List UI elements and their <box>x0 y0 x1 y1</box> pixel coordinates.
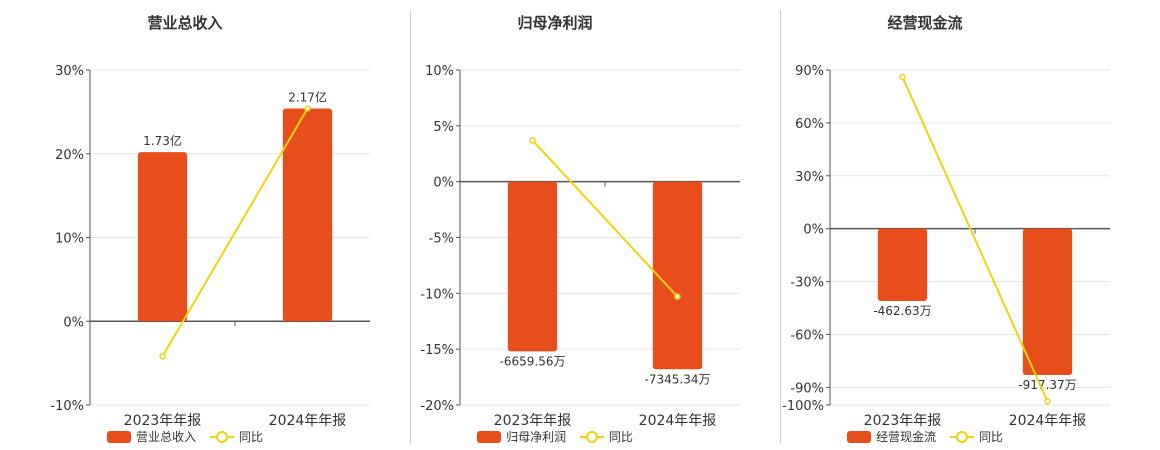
yoy-point <box>1044 398 1051 405</box>
x-tick-label: 2024年年报 <box>1009 413 1087 429</box>
legend-line-swatch <box>209 430 234 443</box>
bar <box>137 152 188 322</box>
legend-item-line[interactable]: 同比 <box>949 428 1003 445</box>
bar <box>652 181 703 370</box>
legend-bar-label: 经营现金流 <box>876 430 937 444</box>
x-tick-label: 2023年年报 <box>864 413 942 429</box>
bar-data-label: -6659.56万 <box>500 354 566 368</box>
chart-panel-revenue: 营业总收入 -10% 0% 10% 20% 30% 1.73亿 2.17亿 2023年年报 20… <box>0 0 370 450</box>
chart-title: 经营现金流 <box>887 14 963 32</box>
legend-item-line[interactable]: 同比 <box>209 428 263 445</box>
y-tick-label: -90% <box>790 381 824 396</box>
yoy-line <box>161 108 309 357</box>
y-tick-label: -5% <box>429 232 454 247</box>
y-tick-label: 30% <box>795 170 824 185</box>
y-tick-label: 30% <box>55 64 84 79</box>
chart-legend: 归母净利润 同比 <box>370 428 740 445</box>
bar <box>877 228 928 301</box>
chart-svg-net-profit: -20% -15% -10% -5% 0% 5% 10% -6659.56万 -7345.34万… <box>420 64 740 429</box>
y-tick-label: 0% <box>803 223 824 238</box>
legend-item-bar[interactable]: 经营现金流 <box>847 428 936 445</box>
legend-bar-label: 营业总收入 <box>136 430 197 444</box>
panel-divider <box>410 10 411 444</box>
y-tick-label: 10% <box>425 64 454 79</box>
bar-data-label: -917.37万 <box>1018 378 1076 392</box>
chart-panel-net-profit: 归母净利润 -20% -15% -10% -5% 0% 5% 10% -6659.56万 -73… <box>370 0 740 450</box>
bar <box>282 108 333 322</box>
legend-line-swatch <box>579 430 604 443</box>
legend-item-line[interactable]: 同比 <box>579 428 633 445</box>
chart-title: 归母净利润 <box>517 14 593 32</box>
bar-data-label: -462.63万 <box>873 304 931 318</box>
bar <box>507 181 558 352</box>
y-tick-label: 10% <box>55 232 84 247</box>
bar-data-label: -7345.34万 <box>645 372 711 386</box>
panel-divider <box>780 10 781 444</box>
y-tick-label: -60% <box>790 328 824 343</box>
bar-data-label: 1.73亿 <box>143 133 182 148</box>
chart-panel-cash-flow: 经营现金流 -100% -90% -60% -30% 0% 30% 60% 90% -462.6… <box>740 0 1110 450</box>
y-tick-label: -10% <box>50 399 84 414</box>
y-tick-label: -30% <box>790 276 824 291</box>
yoy-line <box>531 139 679 298</box>
x-tick-label: 2023年年报 <box>124 413 202 429</box>
chart-legend: 营业总收入 同比 <box>0 428 370 445</box>
legend-bar-swatch <box>847 430 872 443</box>
legend-line-label: 同比 <box>978 430 1003 444</box>
yoy-point <box>529 137 536 144</box>
yoy-point <box>159 353 166 360</box>
chart-svg-cash-flow: -100% -90% -60% -30% 0% 30% 60% 90% -462.63万 -917… <box>782 64 1110 429</box>
y-tick-label: -10% <box>420 287 454 302</box>
y-tick-label: 0% <box>433 176 454 191</box>
legend-line-label: 同比 <box>608 430 633 444</box>
legend-item-bar[interactable]: 营业总收入 <box>107 428 196 445</box>
x-tick-label: 2024年年报 <box>269 413 347 429</box>
legend-line-label: 同比 <box>238 430 263 444</box>
yoy-line <box>901 76 1049 402</box>
bar <box>1022 228 1073 376</box>
chart-title: 营业总收入 <box>147 14 223 32</box>
chart-legend: 经营现金流 同比 <box>740 428 1110 445</box>
y-tick-label: -15% <box>420 343 454 358</box>
yoy-point <box>304 105 311 112</box>
x-tick-label: 2024年年报 <box>639 413 717 429</box>
y-tick-label: -100% <box>782 399 824 414</box>
legend-bar-swatch <box>477 430 502 443</box>
yoy-point <box>899 73 906 81</box>
bar-data-label: 2.17亿 <box>288 90 327 105</box>
legend-bar-swatch <box>107 430 132 443</box>
y-tick-label: 60% <box>795 117 824 132</box>
y-tick-label: 90% <box>795 64 824 79</box>
legend-item-bar[interactable]: 归母净利润 <box>477 428 566 445</box>
yoy-point <box>674 293 681 300</box>
y-tick-label: 5% <box>433 120 454 135</box>
y-tick-label: 20% <box>55 148 84 163</box>
y-tick-label: -20% <box>420 399 454 414</box>
x-tick-label: 2023年年报 <box>494 413 572 429</box>
legend-bar-label: 归母净利润 <box>506 430 567 444</box>
chart-svg-revenue: -10% 0% 10% 20% 30% 1.73亿 2.17亿 2023年年报 2024年年报 <box>50 64 370 429</box>
y-tick-label: 0% <box>63 315 84 330</box>
legend-line-swatch <box>949 430 974 443</box>
